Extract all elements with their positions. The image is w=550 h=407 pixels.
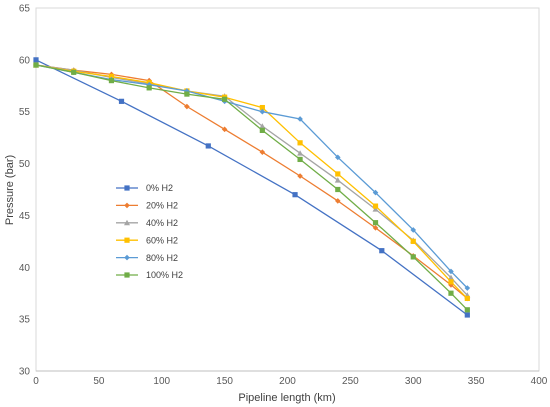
data-point	[297, 150, 304, 156]
y-axis-title: Pressure (bar)	[4, 155, 16, 225]
data-point	[410, 238, 416, 244]
legend-label: 20% H2	[146, 201, 178, 211]
data-point	[334, 177, 341, 183]
data-point	[464, 295, 470, 301]
data-point	[335, 186, 341, 193]
legend-item: 100% H2	[116, 270, 183, 280]
y-tick-label: 30	[19, 367, 31, 378]
data-point	[410, 227, 417, 233]
x-tick-label: 50	[93, 376, 105, 387]
legend: 0% H2 20% H2 40% H2 60% H2 80% H2 100% H2	[116, 183, 183, 280]
legend-item: 40% H2	[116, 218, 178, 228]
data-point	[108, 73, 115, 80]
data-point	[464, 285, 471, 291]
data-point	[379, 248, 385, 254]
legend-item: 20% H2	[116, 201, 178, 211]
data-point	[124, 202, 130, 209]
x-tick-label: 400	[531, 376, 548, 387]
plot-area	[35, 7, 540, 372]
data-point	[259, 123, 266, 129]
data-point	[292, 192, 298, 198]
data-point	[372, 203, 379, 209]
data-point	[33, 62, 39, 68]
data-point	[259, 104, 265, 111]
data-point	[335, 198, 341, 204]
y-tick-label: 35	[19, 315, 31, 326]
data-point	[118, 98, 125, 104]
y-tick-label: 55	[19, 107, 31, 118]
x-tick-label: 100	[153, 376, 170, 387]
data-point	[410, 254, 416, 260]
legend-label: 60% H2	[146, 235, 178, 245]
data-point	[222, 96, 228, 102]
data-point	[259, 149, 266, 155]
data-point	[372, 206, 379, 212]
data-point	[372, 220, 379, 226]
series-0	[33, 57, 470, 318]
legend-item: 0% H2	[116, 183, 173, 193]
data-point	[297, 116, 303, 122]
data-point	[447, 274, 454, 281]
data-point	[297, 140, 303, 146]
legend-label: 40% H2	[146, 218, 178, 228]
data-point	[372, 189, 379, 196]
legend-label: 100% H2	[146, 270, 183, 280]
x-tick-label: 0	[33, 376, 39, 387]
data-point	[124, 237, 130, 243]
data-point	[448, 268, 454, 275]
data-point	[146, 85, 152, 91]
tick-labels: 0 50 100 150 200 250 300 350 400 30 35 40 45 50 55 60 65	[19, 4, 548, 388]
data-point	[259, 108, 266, 115]
y-tick-label: 65	[19, 4, 31, 15]
legend-item: 60% H2	[116, 235, 178, 245]
y-tick-label: 40	[19, 263, 31, 274]
x-tick-label: 150	[216, 376, 233, 387]
data-point	[448, 279, 454, 285]
data-point	[124, 254, 130, 261]
data-point	[124, 185, 130, 191]
legend-label: 80% H2	[146, 253, 178, 263]
data-point	[221, 126, 228, 133]
data-point	[205, 143, 211, 149]
series-layer	[33, 57, 471, 318]
y-tick-label: 60	[19, 55, 31, 66]
data-point	[184, 91, 190, 97]
data-point	[259, 127, 265, 133]
x-tick-label: 300	[405, 376, 422, 387]
y-tick-label: 50	[19, 159, 31, 170]
legend-label: 0% H2	[146, 183, 173, 193]
data-point	[184, 103, 190, 110]
data-point	[464, 307, 470, 313]
legend-item: 80% H2	[116, 253, 178, 263]
x-tick-label: 250	[342, 376, 359, 387]
data-point	[124, 219, 130, 226]
x-tick-label: 350	[468, 376, 485, 387]
data-point	[448, 290, 454, 296]
data-point	[33, 57, 39, 63]
data-point	[464, 312, 470, 318]
data-point	[108, 78, 115, 84]
data-point	[297, 173, 303, 179]
x-axis-title: Pipeline length (km)	[238, 392, 335, 404]
series-5	[33, 62, 470, 313]
data-point	[146, 81, 152, 88]
series-line	[35, 59, 468, 316]
data-point	[71, 69, 77, 75]
data-point	[297, 156, 303, 163]
x-tick-label: 200	[279, 376, 296, 387]
y-tick-label: 45	[19, 211, 31, 222]
data-point	[372, 225, 379, 231]
data-point	[335, 154, 341, 161]
data-point	[335, 171, 341, 177]
data-point	[124, 272, 130, 278]
